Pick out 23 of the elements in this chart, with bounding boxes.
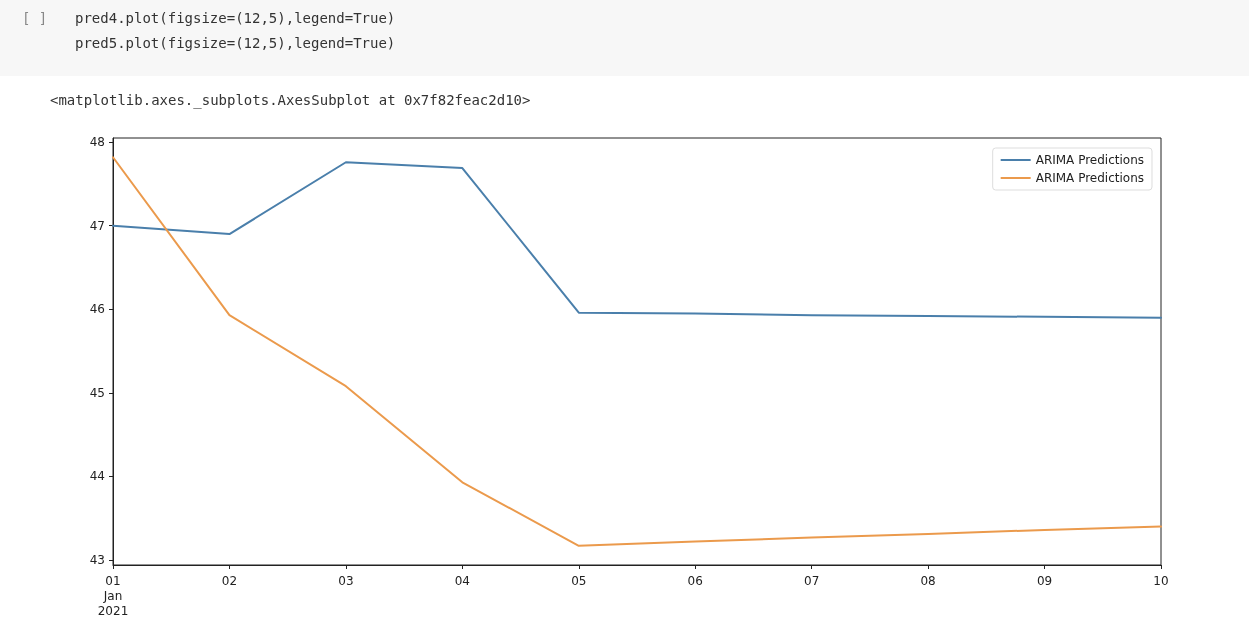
text: <matplotlib.axes._subplots.AxesSubplot at 0x7f82feac2d10>: [50, 92, 531, 108]
text: pred4.plot(figsize=(12,5),legend=True): [75, 10, 396, 26]
x-tick-label: 07: [804, 573, 820, 588]
y-tick-label: 44: [89, 469, 105, 484]
x-tick-label: 03: [338, 573, 354, 588]
x-tick-label: 09: [1036, 573, 1053, 588]
x-tick-label: 02: [221, 573, 238, 588]
y-tick-label: 45: [89, 385, 105, 400]
x-tick-label: 04: [454, 573, 470, 588]
y-tick-label: 43: [89, 552, 105, 567]
x-tick-label: 06: [687, 573, 703, 588]
x-tick-label: 01 Jan 2021: [97, 573, 129, 618]
x-tick-label: 05: [571, 573, 587, 588]
x-tick-label: 08: [920, 573, 936, 588]
y-tick-label: 46: [89, 302, 105, 317]
text: [ ]: [22, 10, 48, 26]
y-tick-label: 48: [89, 135, 105, 150]
legend-label: ARIMA Predictions: [1035, 171, 1144, 185]
text: pred5.plot(figsize=(12,5),legend=True): [75, 35, 396, 51]
y-tick-label: 47: [89, 218, 105, 233]
line-series: [112, 156, 1162, 547]
x-tick-label: 10: [1153, 573, 1169, 588]
legend-label: ARIMA Predictions: [1035, 153, 1144, 167]
